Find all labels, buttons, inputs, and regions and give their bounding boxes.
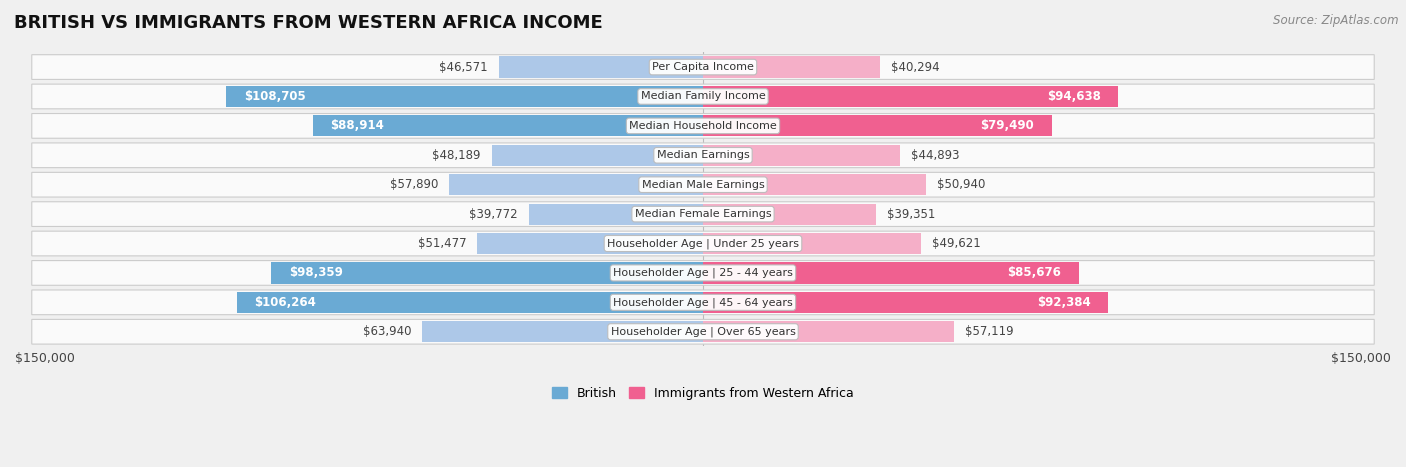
- Bar: [477, 233, 703, 254]
- Text: $85,676: $85,676: [1008, 267, 1062, 279]
- Bar: [422, 321, 703, 342]
- Text: $39,351: $39,351: [887, 208, 935, 220]
- Text: Median Male Earnings: Median Male Earnings: [641, 180, 765, 190]
- Text: $48,189: $48,189: [432, 149, 481, 162]
- Text: $98,359: $98,359: [290, 267, 343, 279]
- Text: Householder Age | Under 25 years: Householder Age | Under 25 years: [607, 238, 799, 249]
- Text: $49,621: $49,621: [932, 237, 980, 250]
- Bar: [314, 115, 703, 136]
- Bar: [236, 292, 703, 313]
- Text: $50,940: $50,940: [938, 178, 986, 191]
- Bar: [529, 204, 703, 225]
- FancyBboxPatch shape: [32, 55, 1374, 79]
- Text: $57,119: $57,119: [965, 325, 1014, 338]
- Bar: [703, 174, 927, 195]
- Bar: [703, 115, 1052, 136]
- Bar: [703, 204, 876, 225]
- Legend: British, Immigrants from Western Africa: British, Immigrants from Western Africa: [547, 382, 859, 405]
- Text: Per Capita Income: Per Capita Income: [652, 62, 754, 72]
- Bar: [499, 57, 703, 78]
- Text: $46,571: $46,571: [439, 61, 488, 74]
- Text: $44,893: $44,893: [911, 149, 959, 162]
- FancyBboxPatch shape: [32, 319, 1374, 344]
- Text: Median Female Earnings: Median Female Earnings: [634, 209, 772, 219]
- Text: Householder Age | 25 - 44 years: Householder Age | 25 - 44 years: [613, 268, 793, 278]
- Bar: [703, 262, 1078, 283]
- Bar: [226, 86, 703, 107]
- FancyBboxPatch shape: [32, 143, 1374, 168]
- Bar: [703, 57, 880, 78]
- Text: $39,772: $39,772: [470, 208, 517, 220]
- FancyBboxPatch shape: [32, 202, 1374, 226]
- Text: $51,477: $51,477: [418, 237, 467, 250]
- Bar: [703, 321, 953, 342]
- Text: BRITISH VS IMMIGRANTS FROM WESTERN AFRICA INCOME: BRITISH VS IMMIGRANTS FROM WESTERN AFRIC…: [14, 14, 603, 32]
- Text: $63,940: $63,940: [363, 325, 412, 338]
- Text: $94,638: $94,638: [1046, 90, 1101, 103]
- Text: $108,705: $108,705: [243, 90, 305, 103]
- Text: $106,264: $106,264: [254, 296, 316, 309]
- FancyBboxPatch shape: [32, 290, 1374, 315]
- Bar: [703, 292, 1108, 313]
- FancyBboxPatch shape: [32, 113, 1374, 138]
- Bar: [449, 174, 703, 195]
- FancyBboxPatch shape: [32, 172, 1374, 197]
- Text: Source: ZipAtlas.com: Source: ZipAtlas.com: [1274, 14, 1399, 27]
- Text: Median Family Income: Median Family Income: [641, 92, 765, 101]
- Text: Median Household Income: Median Household Income: [628, 121, 778, 131]
- Text: $40,294: $40,294: [891, 61, 939, 74]
- Bar: [703, 233, 921, 254]
- Text: $88,914: $88,914: [330, 120, 384, 132]
- Text: Householder Age | Over 65 years: Householder Age | Over 65 years: [610, 326, 796, 337]
- Bar: [703, 145, 900, 166]
- FancyBboxPatch shape: [32, 231, 1374, 256]
- FancyBboxPatch shape: [32, 261, 1374, 285]
- Text: $92,384: $92,384: [1038, 296, 1091, 309]
- Bar: [271, 262, 703, 283]
- Text: $79,490: $79,490: [980, 120, 1035, 132]
- FancyBboxPatch shape: [32, 84, 1374, 109]
- Bar: [703, 86, 1118, 107]
- Bar: [492, 145, 703, 166]
- Text: Householder Age | 45 - 64 years: Householder Age | 45 - 64 years: [613, 297, 793, 308]
- Text: $57,890: $57,890: [389, 178, 439, 191]
- Text: Median Earnings: Median Earnings: [657, 150, 749, 160]
